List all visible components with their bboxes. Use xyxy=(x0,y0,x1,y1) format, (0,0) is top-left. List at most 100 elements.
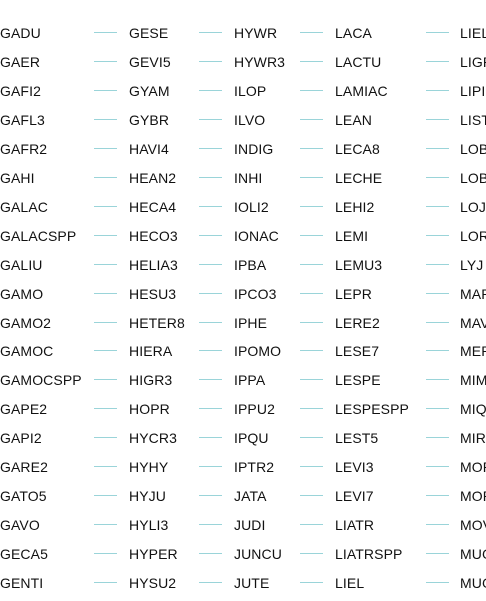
code-cell: LOR xyxy=(460,228,486,244)
row-separator-line xyxy=(199,293,222,294)
code-cell: HYWR xyxy=(234,25,278,41)
code-cell: HEAN2 xyxy=(129,170,177,186)
code-cell: GATO5 xyxy=(0,488,47,504)
row-separator-line xyxy=(199,350,222,351)
code-cell: GAMO xyxy=(0,286,44,302)
code-cell: HYHY xyxy=(129,459,169,475)
code-cell: HYSU2 xyxy=(129,575,177,591)
code-cell: LIATRSPP xyxy=(335,546,403,562)
row-separator-line xyxy=(426,379,449,380)
row-separator-line xyxy=(300,293,323,294)
code-cell: GAFI2 xyxy=(0,83,41,99)
row-separator-line xyxy=(300,495,323,496)
code-cell: GAMO2 xyxy=(0,315,52,331)
code-cell: MER xyxy=(460,343,486,359)
row-separator-line xyxy=(199,379,222,380)
row-separator-line xyxy=(300,582,323,583)
row-separator-line xyxy=(426,437,449,438)
code-cell: LYJ xyxy=(460,257,484,273)
row-separator-line xyxy=(94,119,117,120)
row-separator-line xyxy=(426,466,449,467)
code-cell: HYWR3 xyxy=(234,54,286,70)
code-cell: IONAC xyxy=(234,228,279,244)
row-separator-line xyxy=(199,582,222,583)
code-cell: HELIA3 xyxy=(129,257,178,273)
code-cell: LEMU3 xyxy=(335,257,383,273)
row-separator-line xyxy=(300,90,323,91)
code-cell: IPCO3 xyxy=(234,286,277,302)
code-cell: LEVI7 xyxy=(335,488,374,504)
code-cell: IPBA xyxy=(234,257,267,273)
row-separator-line xyxy=(94,466,117,467)
code-cell: HIGR3 xyxy=(129,372,173,388)
code-cell: GYBR xyxy=(129,112,170,128)
row-separator-line xyxy=(199,408,222,409)
code-cell: ILOP xyxy=(234,83,267,99)
row-separator-line xyxy=(94,90,117,91)
row-separator-line xyxy=(94,148,117,149)
row-separator-line xyxy=(426,61,449,62)
row-separator-line xyxy=(426,32,449,33)
row-separator-line xyxy=(199,206,222,207)
code-cell: INHI xyxy=(234,170,263,186)
row-separator-line xyxy=(426,206,449,207)
row-separator-line xyxy=(300,553,323,554)
code-cell: MUG xyxy=(460,575,486,591)
code-cell: LEPR xyxy=(335,286,372,302)
code-cell: GAMOCSPP xyxy=(0,372,82,388)
row-separator-line xyxy=(199,148,222,149)
row-separator-line xyxy=(94,264,117,265)
code-cell: LACA xyxy=(335,25,372,41)
code-cell: GAVO xyxy=(0,517,40,533)
row-separator-line xyxy=(199,495,222,496)
code-cell: LOB xyxy=(460,141,486,157)
row-separator-line xyxy=(199,322,222,323)
row-separator-line xyxy=(300,177,323,178)
row-separator-line xyxy=(300,32,323,33)
row-separator-line xyxy=(94,61,117,62)
row-separator-line xyxy=(199,524,222,525)
code-cell: HECA4 xyxy=(129,199,177,215)
code-cell: LEHI2 xyxy=(335,199,375,215)
row-separator-line xyxy=(300,466,323,467)
code-cell: LERE2 xyxy=(335,315,380,331)
code-cell: LECHE xyxy=(335,170,383,186)
code-cell: IPTR2 xyxy=(234,459,275,475)
row-separator-line xyxy=(94,322,117,323)
code-cell: MIR xyxy=(460,430,486,446)
code-cell: JUTE xyxy=(234,575,270,591)
code-cell: LACTU xyxy=(335,54,382,70)
code-cell: HESU3 xyxy=(129,286,177,302)
code-cell: IPHE xyxy=(234,315,268,331)
row-separator-line xyxy=(94,408,117,409)
row-separator-line xyxy=(199,32,222,33)
row-separator-line xyxy=(94,177,117,178)
row-separator-line xyxy=(300,235,323,236)
row-separator-line xyxy=(300,148,323,149)
row-separator-line xyxy=(300,437,323,438)
code-cell: GAFL3 xyxy=(0,112,45,128)
row-separator-line xyxy=(94,582,117,583)
row-separator-line xyxy=(199,553,222,554)
code-cell: IPPA xyxy=(234,372,266,388)
code-cell: LIEL xyxy=(335,575,365,591)
code-cell: HETER8 xyxy=(129,315,185,331)
row-separator-line xyxy=(426,90,449,91)
row-separator-line xyxy=(94,495,117,496)
code-cell: GESE xyxy=(129,25,169,41)
row-separator-line xyxy=(300,408,323,409)
code-cell: GALIU xyxy=(0,257,43,273)
code-cell: ILVO xyxy=(234,112,266,128)
row-separator-line xyxy=(300,206,323,207)
code-cell: LIST xyxy=(460,112,486,128)
code-cell: MOR xyxy=(460,459,486,475)
row-separator-line xyxy=(300,322,323,323)
code-cell: JATA xyxy=(234,488,267,504)
row-separator-line xyxy=(300,350,323,351)
row-separator-line xyxy=(426,235,449,236)
row-separator-line xyxy=(199,119,222,120)
row-separator-line xyxy=(94,437,117,438)
row-separator-line xyxy=(426,524,449,525)
code-cell: MAR xyxy=(460,286,486,302)
row-separator-line xyxy=(199,437,222,438)
